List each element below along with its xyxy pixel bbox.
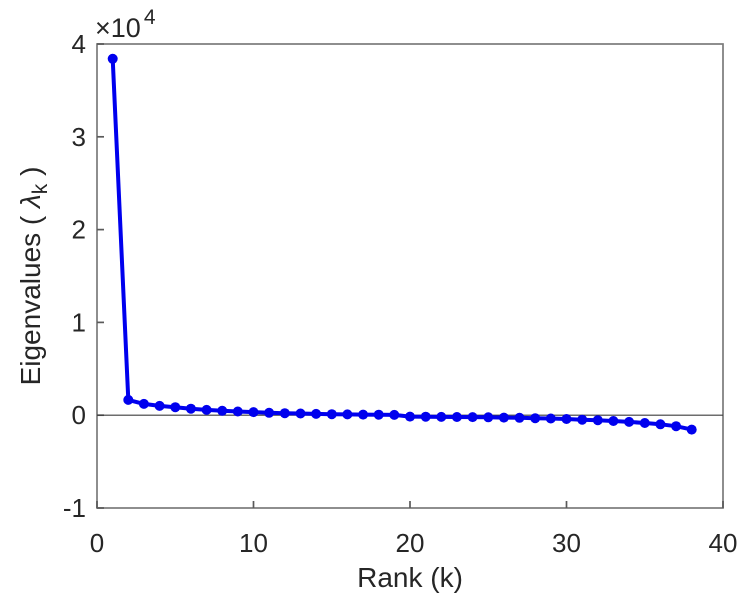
y-tick-label: 2: [72, 215, 86, 245]
data-point: [624, 416, 635, 427]
x-tick-label: 30: [552, 528, 581, 558]
y-tick-label: 3: [72, 122, 86, 152]
y-tick-label: 4: [72, 29, 86, 59]
data-point: [264, 407, 275, 418]
data-point: [217, 405, 228, 416]
data-point: [154, 400, 165, 411]
y-axis-label-text: Eigenvalues (: [15, 208, 46, 385]
data-point: [358, 409, 369, 420]
data-point: [232, 406, 243, 417]
data-point: [608, 416, 619, 426]
data-point: [686, 424, 697, 435]
data-point: [138, 398, 149, 409]
data-point: [311, 408, 322, 419]
lambda-symbol: λ: [15, 194, 46, 210]
data-point: [451, 412, 462, 422]
y-axis-multiplier-exponent: 4: [144, 6, 156, 29]
data-point: [483, 412, 494, 423]
data-point: [170, 402, 181, 413]
data-point: [389, 409, 400, 420]
lambda-subscript: k: [29, 183, 52, 194]
y-axis-label-close: ): [15, 167, 46, 184]
data-point: [467, 412, 478, 423]
data-point: [279, 408, 290, 419]
data-point: [639, 418, 650, 428]
data-point: [514, 412, 525, 423]
data-point: [671, 421, 682, 432]
data-point: [405, 411, 415, 422]
data-point: [201, 404, 212, 415]
data-point: [248, 407, 259, 418]
data-point: [436, 411, 447, 422]
data-point: [545, 413, 556, 424]
y-axis-multiplier-base: ×10: [95, 13, 141, 43]
data-point: [123, 394, 134, 405]
x-tick-label: 40: [709, 528, 738, 558]
data-point: [530, 413, 541, 424]
data-point: [498, 412, 509, 423]
data-point: [561, 414, 572, 424]
data-point: [185, 403, 196, 414]
data-point: [592, 415, 603, 426]
data-point: [342, 409, 353, 420]
y-tick-label: 0: [72, 400, 86, 430]
data-point: [577, 414, 588, 425]
y-tick-label: 1: [72, 307, 86, 337]
data-point: [107, 53, 118, 64]
data-point: [295, 408, 306, 419]
x-tick-label: 20: [396, 528, 425, 558]
x-tick-label: 0: [90, 528, 104, 558]
data-line: [110, 56, 694, 432]
data-point: [420, 411, 431, 422]
x-axis-label: Rank (k): [357, 562, 463, 593]
axis-box: [96, 43, 724, 509]
data-point: [326, 409, 337, 420]
y-axis-label: Eigenvalues ( λk ): [15, 167, 52, 386]
data-point: [655, 419, 666, 430]
y-tick-label: -1: [63, 493, 86, 523]
data-point: [373, 409, 384, 420]
y-axis-multiplier: ×10 4: [95, 6, 156, 43]
x-tick-label: 10: [239, 528, 268, 558]
